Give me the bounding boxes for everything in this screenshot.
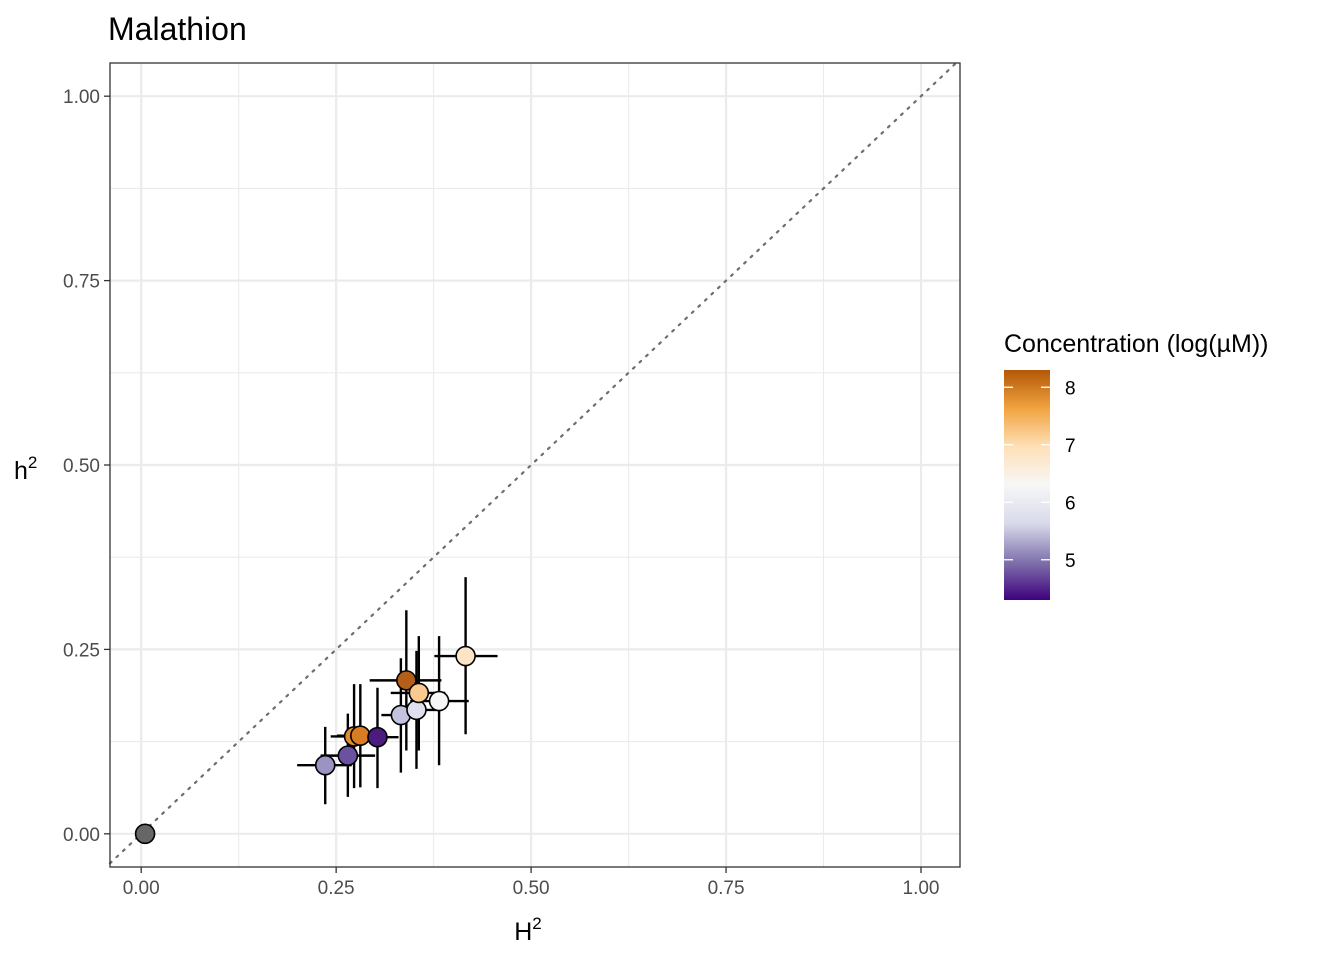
major-gridlines <box>110 63 960 867</box>
data-point-9 <box>408 682 430 704</box>
data-point-5 <box>367 726 388 748</box>
data-point-11 <box>455 645 476 667</box>
x-tick-label-4: 1.00 <box>903 878 940 899</box>
data-points <box>134 645 476 845</box>
data-point-8 <box>406 699 427 721</box>
x-tick-label-0: 0.00 <box>123 878 160 899</box>
data-point-7 <box>396 670 417 691</box>
x-tick-label-2: 0.50 <box>513 878 550 899</box>
x-axis-title: H2 <box>514 914 542 946</box>
y-axis-ticks: 0.00 0.25 0.50 0.75 1.00 <box>63 87 110 846</box>
y-tick-label-4: 1.00 <box>63 87 100 108</box>
x-tick-label-1: 0.25 <box>318 878 355 899</box>
y-axis-title: h2 <box>14 453 37 485</box>
data-point-0 <box>134 823 156 845</box>
x-axis-title-text: H <box>514 918 532 946</box>
y-tick-label-3: 0.75 <box>63 272 100 293</box>
y-tick-label-0: 0.00 <box>63 825 100 846</box>
legend-tick-label-3: 8 <box>1065 378 1076 399</box>
x-axis-ticks: 0.00 0.25 0.50 0.75 1.00 <box>123 867 940 899</box>
data-point-10 <box>428 690 450 712</box>
data-point-4 <box>350 725 371 747</box>
y-axis-title-superscript: 2 <box>28 453 37 472</box>
legend-title: Concentration (log(µM)) <box>1004 330 1269 358</box>
data-point-2 <box>337 745 359 766</box>
data-point-1 <box>314 754 336 776</box>
x-tick-label-3: 0.75 <box>708 878 745 899</box>
legend-colorbar <box>1004 370 1050 600</box>
legend-tick-label-1: 6 <box>1065 493 1076 514</box>
x-axis-title-superscript: 2 <box>532 914 541 933</box>
y-axis-title-text: h <box>14 457 28 485</box>
y-tick-label-1: 0.25 <box>63 640 100 661</box>
legend-tick-label-2: 7 <box>1065 436 1076 457</box>
chart-title: Malathion <box>108 11 247 47</box>
legend-tick-label-0: 5 <box>1065 551 1076 572</box>
y-tick-label-2: 0.50 <box>63 456 100 477</box>
legend-ticks: 5 6 7 8 <box>1004 378 1076 572</box>
